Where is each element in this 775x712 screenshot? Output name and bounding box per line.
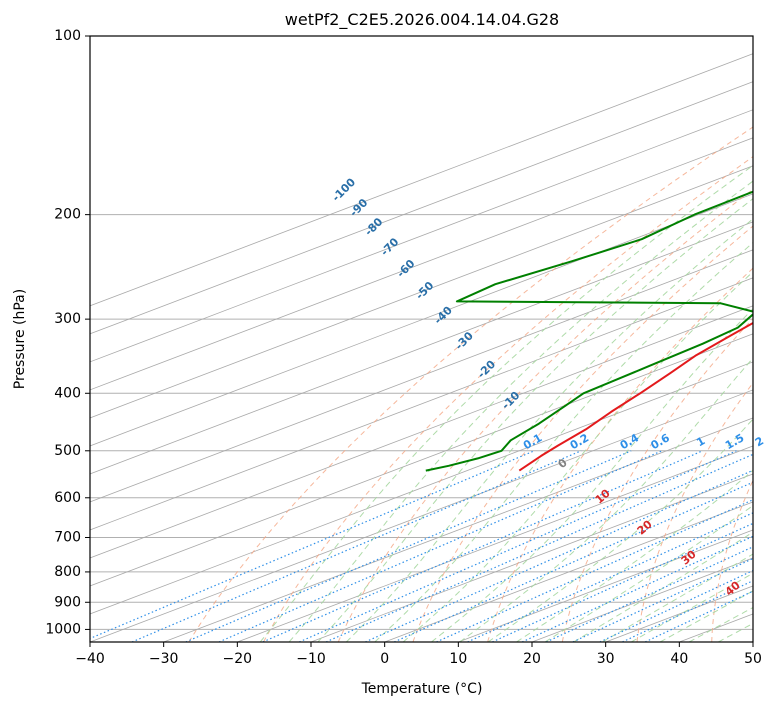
y-tick-label: 1000	[45, 621, 81, 637]
x-tick-label: 30	[597, 651, 615, 667]
y-tick-label: 100	[54, 28, 81, 44]
y-tick-label: 700	[54, 530, 81, 546]
x-tick-label: 40	[670, 651, 688, 667]
y-tick-label: 800	[54, 564, 81, 580]
y-tick-label: 600	[54, 490, 81, 506]
x-tick-label: −20	[223, 651, 253, 667]
x-axis-label: Temperature (°C)	[361, 681, 483, 697]
x-tick-label: 20	[523, 651, 541, 667]
y-tick-label: 300	[54, 311, 81, 327]
y-tick-label: 500	[54, 443, 81, 459]
x-tick-label: −10	[296, 651, 326, 667]
y-tick-label: 200	[54, 207, 81, 223]
chart-title: wetPf2_C2E5.2026.004.14.04.G28	[285, 10, 559, 30]
y-axis-label: Pressure (hPa)	[12, 289, 28, 389]
x-tick-label: −30	[149, 651, 179, 667]
x-tick-label: 10	[449, 651, 467, 667]
x-tick-label: 0	[380, 651, 389, 667]
y-tick-label: 900	[54, 594, 81, 610]
x-tick-label: 50	[744, 651, 762, 667]
y-tick-label: 400	[54, 385, 81, 401]
x-tick-label: −40	[75, 651, 105, 667]
